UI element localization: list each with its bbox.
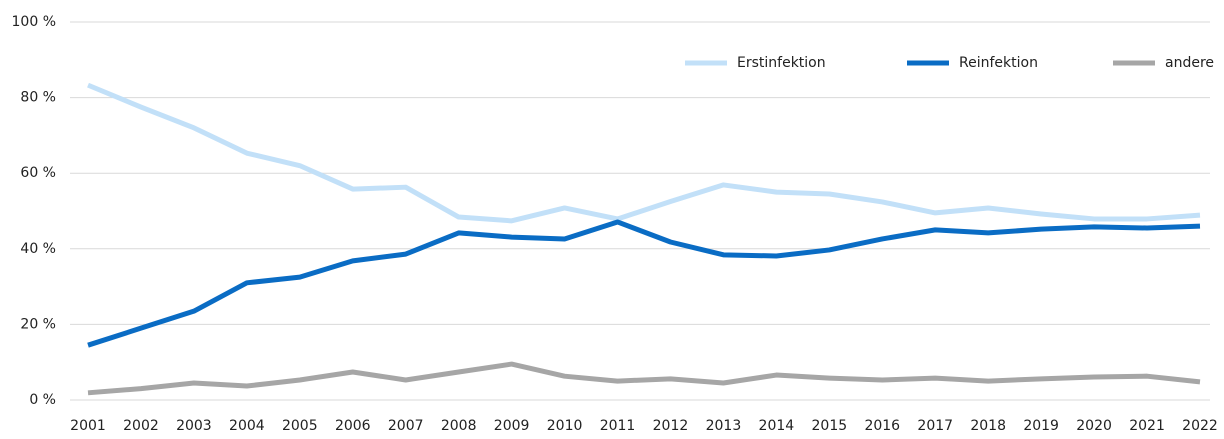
series-line [87, 219, 1201, 348]
series-line [87, 82, 1201, 224]
x-tick-label: 2018 [970, 418, 1006, 434]
x-tick-label: 2012 [653, 418, 689, 434]
y-tick-label: 60 % [20, 165, 56, 181]
x-tick-label: 2002 [123, 418, 159, 434]
x-tick-label: 2005 [282, 418, 318, 434]
y-tick-label: 20 % [20, 316, 56, 332]
y-tick-label: 40 % [20, 241, 56, 257]
x-tick-label: 2010 [547, 418, 583, 434]
x-tick-label: 2004 [229, 418, 265, 434]
x-tick-label: 2001 [70, 418, 106, 434]
y-tick-label: 80 % [20, 90, 56, 106]
x-tick-label: 2017 [917, 418, 953, 434]
y-tick-label: 0 % [29, 392, 56, 408]
x-tick-label: 2020 [1076, 418, 1112, 434]
legend-label: andere [1165, 55, 1214, 71]
legend-label: Reinfektion [959, 55, 1038, 71]
x-tick-label: 2007 [388, 418, 424, 434]
x-tick-label: 2014 [759, 418, 795, 434]
x-tick-label: 2013 [706, 418, 742, 434]
x-tick-label: 2003 [176, 418, 212, 434]
legend-label: Erstinfektion [737, 55, 826, 71]
y-tick-label: 100 % [12, 14, 56, 30]
x-tick-label: 2019 [1023, 418, 1059, 434]
x-tick-label: 2016 [864, 418, 900, 434]
x-tick-label: 2022 [1182, 418, 1218, 434]
x-tick-label: 2009 [494, 418, 530, 434]
x-tick-label: 2021 [1129, 418, 1165, 434]
x-tick-label: 2015 [812, 418, 848, 434]
x-tick-label: 2011 [600, 418, 636, 434]
series-line [87, 361, 1201, 396]
x-tick-label: 2006 [335, 418, 371, 434]
x-tick-label: 2008 [441, 418, 477, 434]
